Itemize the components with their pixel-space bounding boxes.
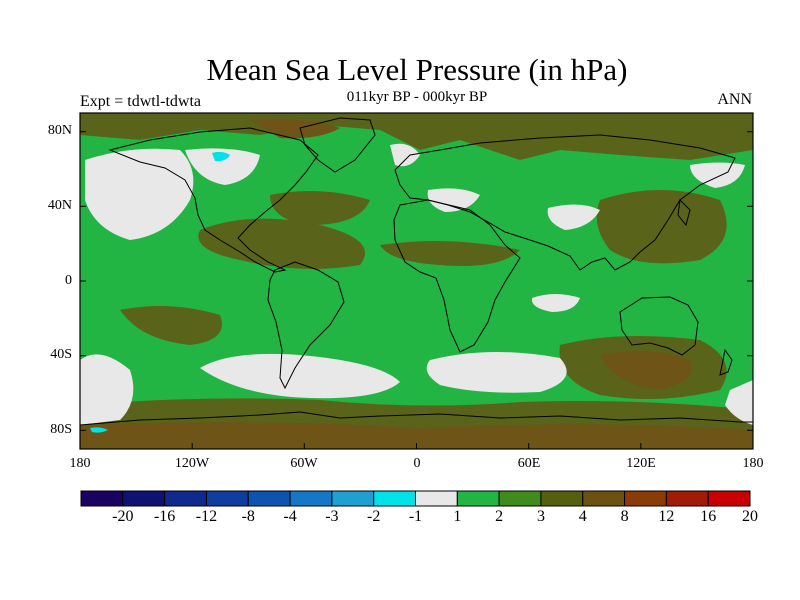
colorbar-label-3: -8 [241, 508, 255, 525]
lat-label-40n: 40N [47, 198, 72, 213]
eurasia-coast [394, 134, 736, 271]
colorbar-label-7: -1 [408, 508, 423, 525]
colorbar [80, 490, 751, 507]
colorbar-label-2: -12 [195, 508, 218, 525]
colorbar-label-11: 4 [578, 508, 587, 525]
colorbar-label-0: -20 [112, 508, 134, 525]
south-america-coast [267, 261, 345, 390]
colorbar-box-14 [665, 490, 709, 507]
north-america-coast [108, 127, 319, 273]
japan-coast [677, 198, 691, 227]
colorbar-box-11 [540, 490, 584, 507]
lon-label-180w: 180 [69, 456, 91, 471]
colorbar-label-1: -16 [153, 508, 176, 525]
lat-label-0: 0 [65, 273, 72, 288]
colorbar-label-10: 3 [536, 508, 545, 525]
colorbar-box-8 [415, 490, 458, 507]
colorbar-label-13: 12 [658, 508, 675, 525]
antarctica-coast [80, 411, 753, 426]
experiment-label: Expt = tdwtl-tdwta [80, 93, 202, 110]
africa-coast [393, 199, 521, 353]
colorbar-box-1 [122, 490, 166, 507]
negative-anomaly-regions [90, 151, 230, 433]
axis-ticks [80, 131, 753, 449]
colorbar-box-3 [205, 490, 249, 507]
lat-label-80s: 80S [50, 422, 72, 437]
colorbar-label-14: 16 [700, 508, 717, 525]
new-zealand-coast [719, 348, 733, 376]
lon-label-60e: 60E [517, 456, 541, 471]
colorbar-box-5 [289, 490, 333, 507]
colorbar-label-8: 1 [453, 508, 462, 525]
coastlines [80, 117, 753, 426]
plot-subtitle: 011kyr BP - 000kyr BP [346, 89, 488, 105]
colorbar-box-0 [80, 490, 124, 507]
lon-label-60w: 60W [290, 456, 318, 471]
map-field [80, 113, 753, 449]
colorbar-label-12: 8 [620, 508, 629, 525]
lon-label-120e: 120E [626, 456, 656, 471]
colorbar-box-7 [373, 490, 416, 507]
colorbar-label-4: -4 [283, 508, 297, 525]
colorbar-box-9 [456, 490, 500, 507]
colorbar-box-15 [707, 490, 751, 507]
lat-label-80n: 80N [47, 123, 72, 138]
colorbar-box-13 [624, 490, 667, 507]
colorbar-label-15: 20 [742, 508, 758, 525]
lon-label-120w: 120W [174, 456, 210, 471]
plot-title: Mean Sea Level Pressure (in hPa) [206, 52, 628, 87]
season-label: ANN [717, 91, 752, 108]
colorbar-box-4 [247, 490, 291, 507]
neutral-regions [80, 143, 753, 425]
greenland-coast [299, 117, 376, 173]
colorbar-label-9: 2 [495, 508, 504, 525]
lat-label-40s: 40S [50, 347, 72, 362]
colorbar-box-2 [164, 490, 207, 507]
colorbar-label-6: -2 [367, 508, 381, 525]
colorbar-box-12 [582, 490, 626, 507]
colorbar-box-10 [498, 490, 542, 507]
colorbar-label-5: -3 [325, 508, 339, 525]
australia-coast [619, 296, 699, 356]
strong-positive-anomaly-regions [80, 118, 753, 449]
colorbar-box-6 [331, 490, 375, 507]
lon-label-0: 0 [413, 456, 421, 471]
lon-label-180e: 180 [742, 456, 764, 471]
